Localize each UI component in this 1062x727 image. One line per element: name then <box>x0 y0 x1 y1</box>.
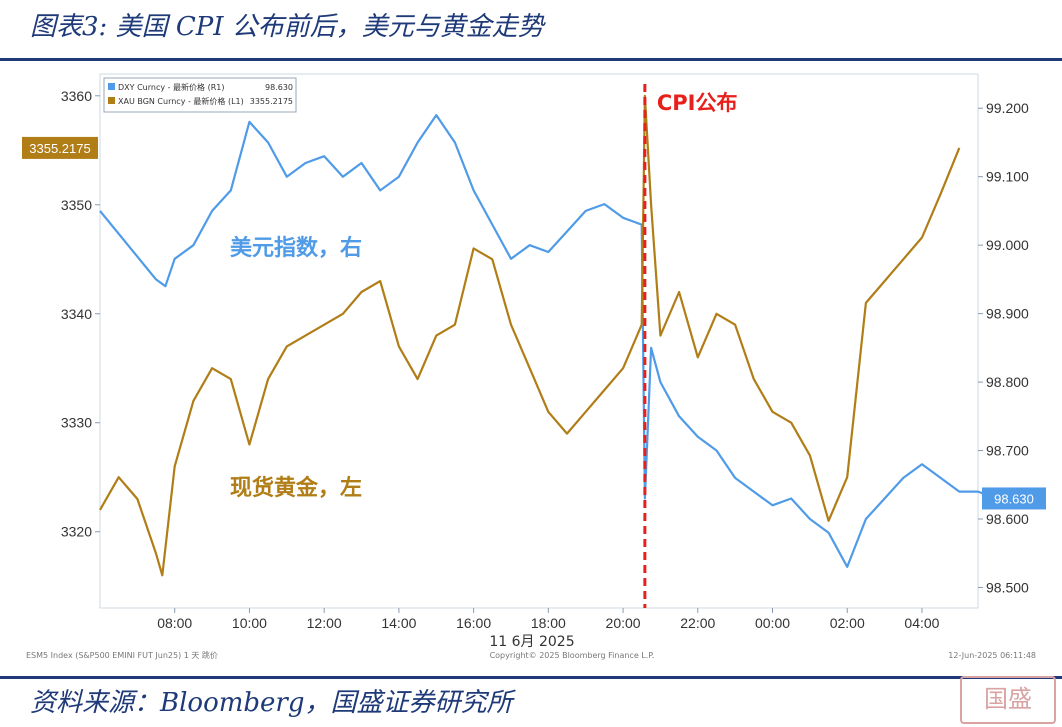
chart-footer-center: Copyright© 2025 Bloomberg Finance L.P. <box>490 651 655 660</box>
right-tick-label: 98.500 <box>986 579 1029 595</box>
x-tick-label: 02:00 <box>830 615 865 631</box>
left-tick-label: 3330 <box>61 415 92 431</box>
left-tick-label: 3320 <box>61 524 92 540</box>
right-tick-label: 98.800 <box>986 374 1029 390</box>
dxy-line <box>99 113 998 568</box>
source-rule <box>0 676 1062 679</box>
chart-footer-right: 12-Jun-2025 06:11:48 <box>948 651 1036 660</box>
right-axis: 98.500 98.600 98.700 98.800 98.900 99.000 99.1… <box>978 100 1029 595</box>
plot-frame <box>99 73 979 609</box>
right-tick-label: 98.600 <box>986 511 1029 527</box>
right-tick-label: 99.000 <box>986 237 1029 253</box>
legend-swatch <box>108 83 115 90</box>
legend-value: 3355.2175 <box>250 97 293 106</box>
legend-value: 98.630 <box>265 83 293 92</box>
gold-series-label: 现货黄金，左 <box>230 475 362 501</box>
legend: DXY Curncy - 最新价格 (R1) 98.630 XAU BGN Curn… <box>103 77 297 113</box>
legend-label: DXY Curncy - 最新价格 (R1) <box>118 82 224 92</box>
right-tick-label: 99.200 <box>986 100 1029 116</box>
x-date-label: 11 6月 2025 <box>489 634 574 650</box>
x-axis: 08:00 10:00 12:00 14:00 16:00 18:00 20:00 22:00… <box>157 608 940 650</box>
x-tick-label: 18:00 <box>531 615 566 631</box>
x-tick-label: 00:00 <box>755 615 790 631</box>
source-text: 资料来源：Bloomberg，国盛证券研究所 <box>30 688 513 718</box>
x-tick-label: 12:00 <box>307 615 342 631</box>
cpi-event-marker: CPI公布 <box>643 84 738 608</box>
dxy-series-label: 美元指数，右 <box>230 235 362 261</box>
left-tick-label: 3340 <box>61 306 92 322</box>
gold-last-value-tag <box>22 136 98 159</box>
right-tick-label: 98.700 <box>986 443 1029 459</box>
left-tick-label: 3350 <box>61 197 92 213</box>
series-lines <box>99 94 998 577</box>
left-axis: 3320 3330 3340 3350 3360 <box>61 88 100 540</box>
legend-box <box>103 77 297 113</box>
left-tick-label: 3360 <box>61 88 92 104</box>
gold-last-value: 3355.2175 <box>29 141 90 156</box>
x-tick-label: 20:00 <box>606 615 641 631</box>
x-tick-label: 08:00 <box>157 615 192 631</box>
x-tick-label: 14:00 <box>381 615 416 631</box>
right-tick-label: 99.100 <box>986 169 1029 185</box>
seal-stamp: 国盛 <box>960 676 1056 724</box>
title-rule <box>0 58 1062 61</box>
gold-line <box>99 94 961 577</box>
x-tick-label: 16:00 <box>456 615 491 631</box>
x-tick-label: 10:00 <box>232 615 267 631</box>
x-tick-label: 04:00 <box>904 615 939 631</box>
dxy-last-value-tag <box>982 487 1046 510</box>
chart-footer: ESM5 Index (S&P500 EMINI FUT Jun25) 1 天 … <box>26 650 1036 660</box>
right-tick-label: 98.900 <box>986 306 1029 322</box>
legend-label: XAU BGN Curncy - 最新价格 (L1) <box>118 96 244 106</box>
chart-footer-left: ESM5 Index (S&P500 EMINI FUT Jun25) 1 天 … <box>26 650 218 660</box>
x-tick-label: 22:00 <box>680 615 715 631</box>
dxy-last-value: 98.630 <box>994 491 1034 506</box>
figure-title: 图表3: 美国 CPI 公布前后，美元与黄金走势 <box>30 12 544 42</box>
cpi-event-label: CPI公布 <box>657 91 738 115</box>
legend-swatch <box>108 97 115 104</box>
